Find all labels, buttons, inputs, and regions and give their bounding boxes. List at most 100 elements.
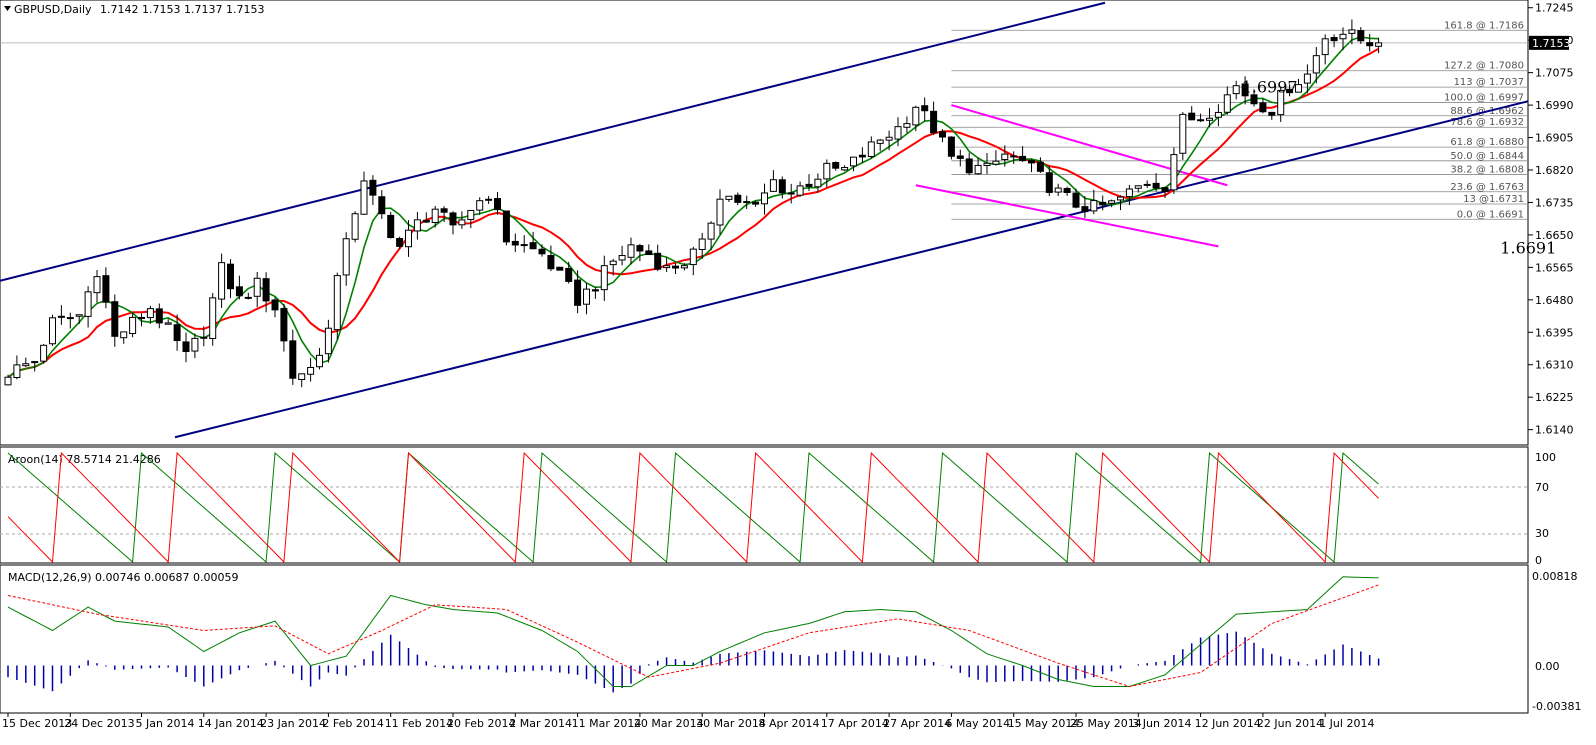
candle-body: [1143, 183, 1151, 186]
candle-body: [413, 219, 421, 232]
candle-body: [698, 238, 706, 251]
candle-body: [1197, 119, 1205, 122]
macd-panel: [0, 564, 1529, 714]
price-annotation: 1.6997: [1242, 77, 1298, 96]
fib-level-label: 23.6 @ 1.6763: [1450, 182, 1524, 193]
candle-body: [680, 265, 688, 269]
x-tick-label: 30 Mar 2014: [696, 717, 766, 730]
candle-body: [422, 219, 430, 223]
candle-body: [49, 317, 56, 345]
fib-level-label: 38.2 @ 1.6808: [1450, 165, 1524, 176]
candle-body: [885, 136, 893, 141]
candle-body: [13, 364, 21, 379]
x-tick-label: 25 May 2014: [1070, 717, 1142, 730]
macd-line: [7, 576, 1379, 687]
x-tick-label: 2 Feb 2014: [322, 717, 383, 730]
candle-body: [191, 337, 199, 352]
candle-body: [761, 192, 768, 205]
candle-body: [1330, 37, 1338, 42]
candle-body: [903, 123, 911, 128]
candle-body: [858, 154, 866, 158]
candle-body: [1161, 187, 1169, 193]
candle-body: [921, 105, 929, 112]
wedge-upper-line: [951, 104, 1228, 187]
candle-body: [769, 179, 777, 192]
candle-body: [1295, 84, 1302, 93]
candle-body: [1223, 94, 1231, 113]
candle-body: [244, 296, 252, 299]
candle-body: [556, 266, 564, 271]
candle-body: [627, 244, 635, 258]
candle-body: [1250, 94, 1258, 105]
candle-body: [84, 291, 92, 317]
candle-body: [1348, 29, 1356, 34]
candle-body: [262, 278, 270, 302]
candle-body: [947, 136, 955, 157]
macd-tick-zero: 0.00: [1535, 660, 1560, 673]
candle-body: [120, 331, 128, 339]
fib-level-label: 100.0 @ 1.6997: [1444, 92, 1524, 103]
fib-level-label: 0.0 @ 1.6691: [1457, 209, 1524, 220]
candle-body: [494, 198, 501, 211]
candle-body: [583, 288, 590, 305]
candle-body: [1036, 161, 1044, 172]
candle-body: [734, 194, 742, 203]
symbol-label: GBPUSD,Daily: [14, 3, 92, 16]
candle-body: [956, 155, 964, 159]
fib-level-label: 78.6 @ 1.6932: [1450, 117, 1524, 128]
candle-body: [1117, 196, 1124, 201]
fib-level-label: 127.2 @ 1.7080: [1444, 61, 1524, 72]
candle-body: [1303, 73, 1311, 84]
macd-tick-bottom: -0.00381: [1532, 700, 1581, 713]
x-tick-label: 20 Feb 2014: [447, 717, 515, 730]
candle-body: [40, 344, 48, 362]
candle-body: [1259, 102, 1267, 113]
candle-body: [574, 279, 582, 306]
candle-body: [600, 265, 608, 291]
aroon-tick-0: 0: [1535, 554, 1542, 567]
candle-body: [271, 299, 279, 311]
candle-body: [485, 198, 493, 201]
x-tick-label: 3 Jun 2014: [1132, 717, 1191, 730]
dropdown-icon[interactable]: [4, 6, 11, 11]
macd-signal-line: [7, 584, 1379, 688]
candle-body: [1081, 206, 1089, 213]
candle-body: [396, 238, 404, 247]
price-tick-label: 1.6565: [1535, 261, 1574, 274]
candle-body: [1179, 113, 1187, 154]
candle-body: [752, 201, 760, 205]
x-tick-label: 2 Mar 2014: [509, 717, 572, 730]
candle-body: [912, 106, 920, 126]
candle-body: [1366, 42, 1374, 47]
candle-body: [502, 210, 510, 243]
candle-body: [725, 195, 733, 200]
candle-body: [218, 262, 226, 300]
candle-body: [1010, 155, 1018, 158]
upper-channel-line: [0, 1, 1106, 282]
x-tick-label: 15 May 2014: [1008, 717, 1080, 730]
candle-body: [805, 183, 813, 187]
candle-body: [111, 301, 119, 337]
candle-body: [387, 214, 395, 239]
candle-body: [1232, 85, 1240, 95]
candle-body: [983, 162, 991, 166]
candle-body: [939, 131, 946, 138]
x-tick-label: 11 Mar 2014: [572, 717, 642, 730]
candle-body: [850, 156, 857, 167]
candle-body: [645, 250, 653, 256]
candle-body: [102, 275, 110, 303]
candle-body: [173, 324, 181, 342]
candle-body: [1054, 187, 1062, 193]
current-price-tag-label: 1.7153: [1532, 37, 1571, 50]
fib-level-label: 161.8 @ 1.7186: [1444, 20, 1524, 31]
candle-body: [164, 322, 172, 325]
candle-body: [520, 244, 528, 247]
aroon-up-line: [7, 451, 1379, 564]
price-tick-label: 1.6480: [1535, 294, 1574, 307]
x-tick-label: 8 Apr 2014: [759, 717, 820, 730]
price-tick-label: 1.6735: [1535, 196, 1574, 209]
candle-body: [1277, 89, 1285, 116]
candle-body: [618, 255, 626, 261]
candle-body: [4, 376, 12, 386]
